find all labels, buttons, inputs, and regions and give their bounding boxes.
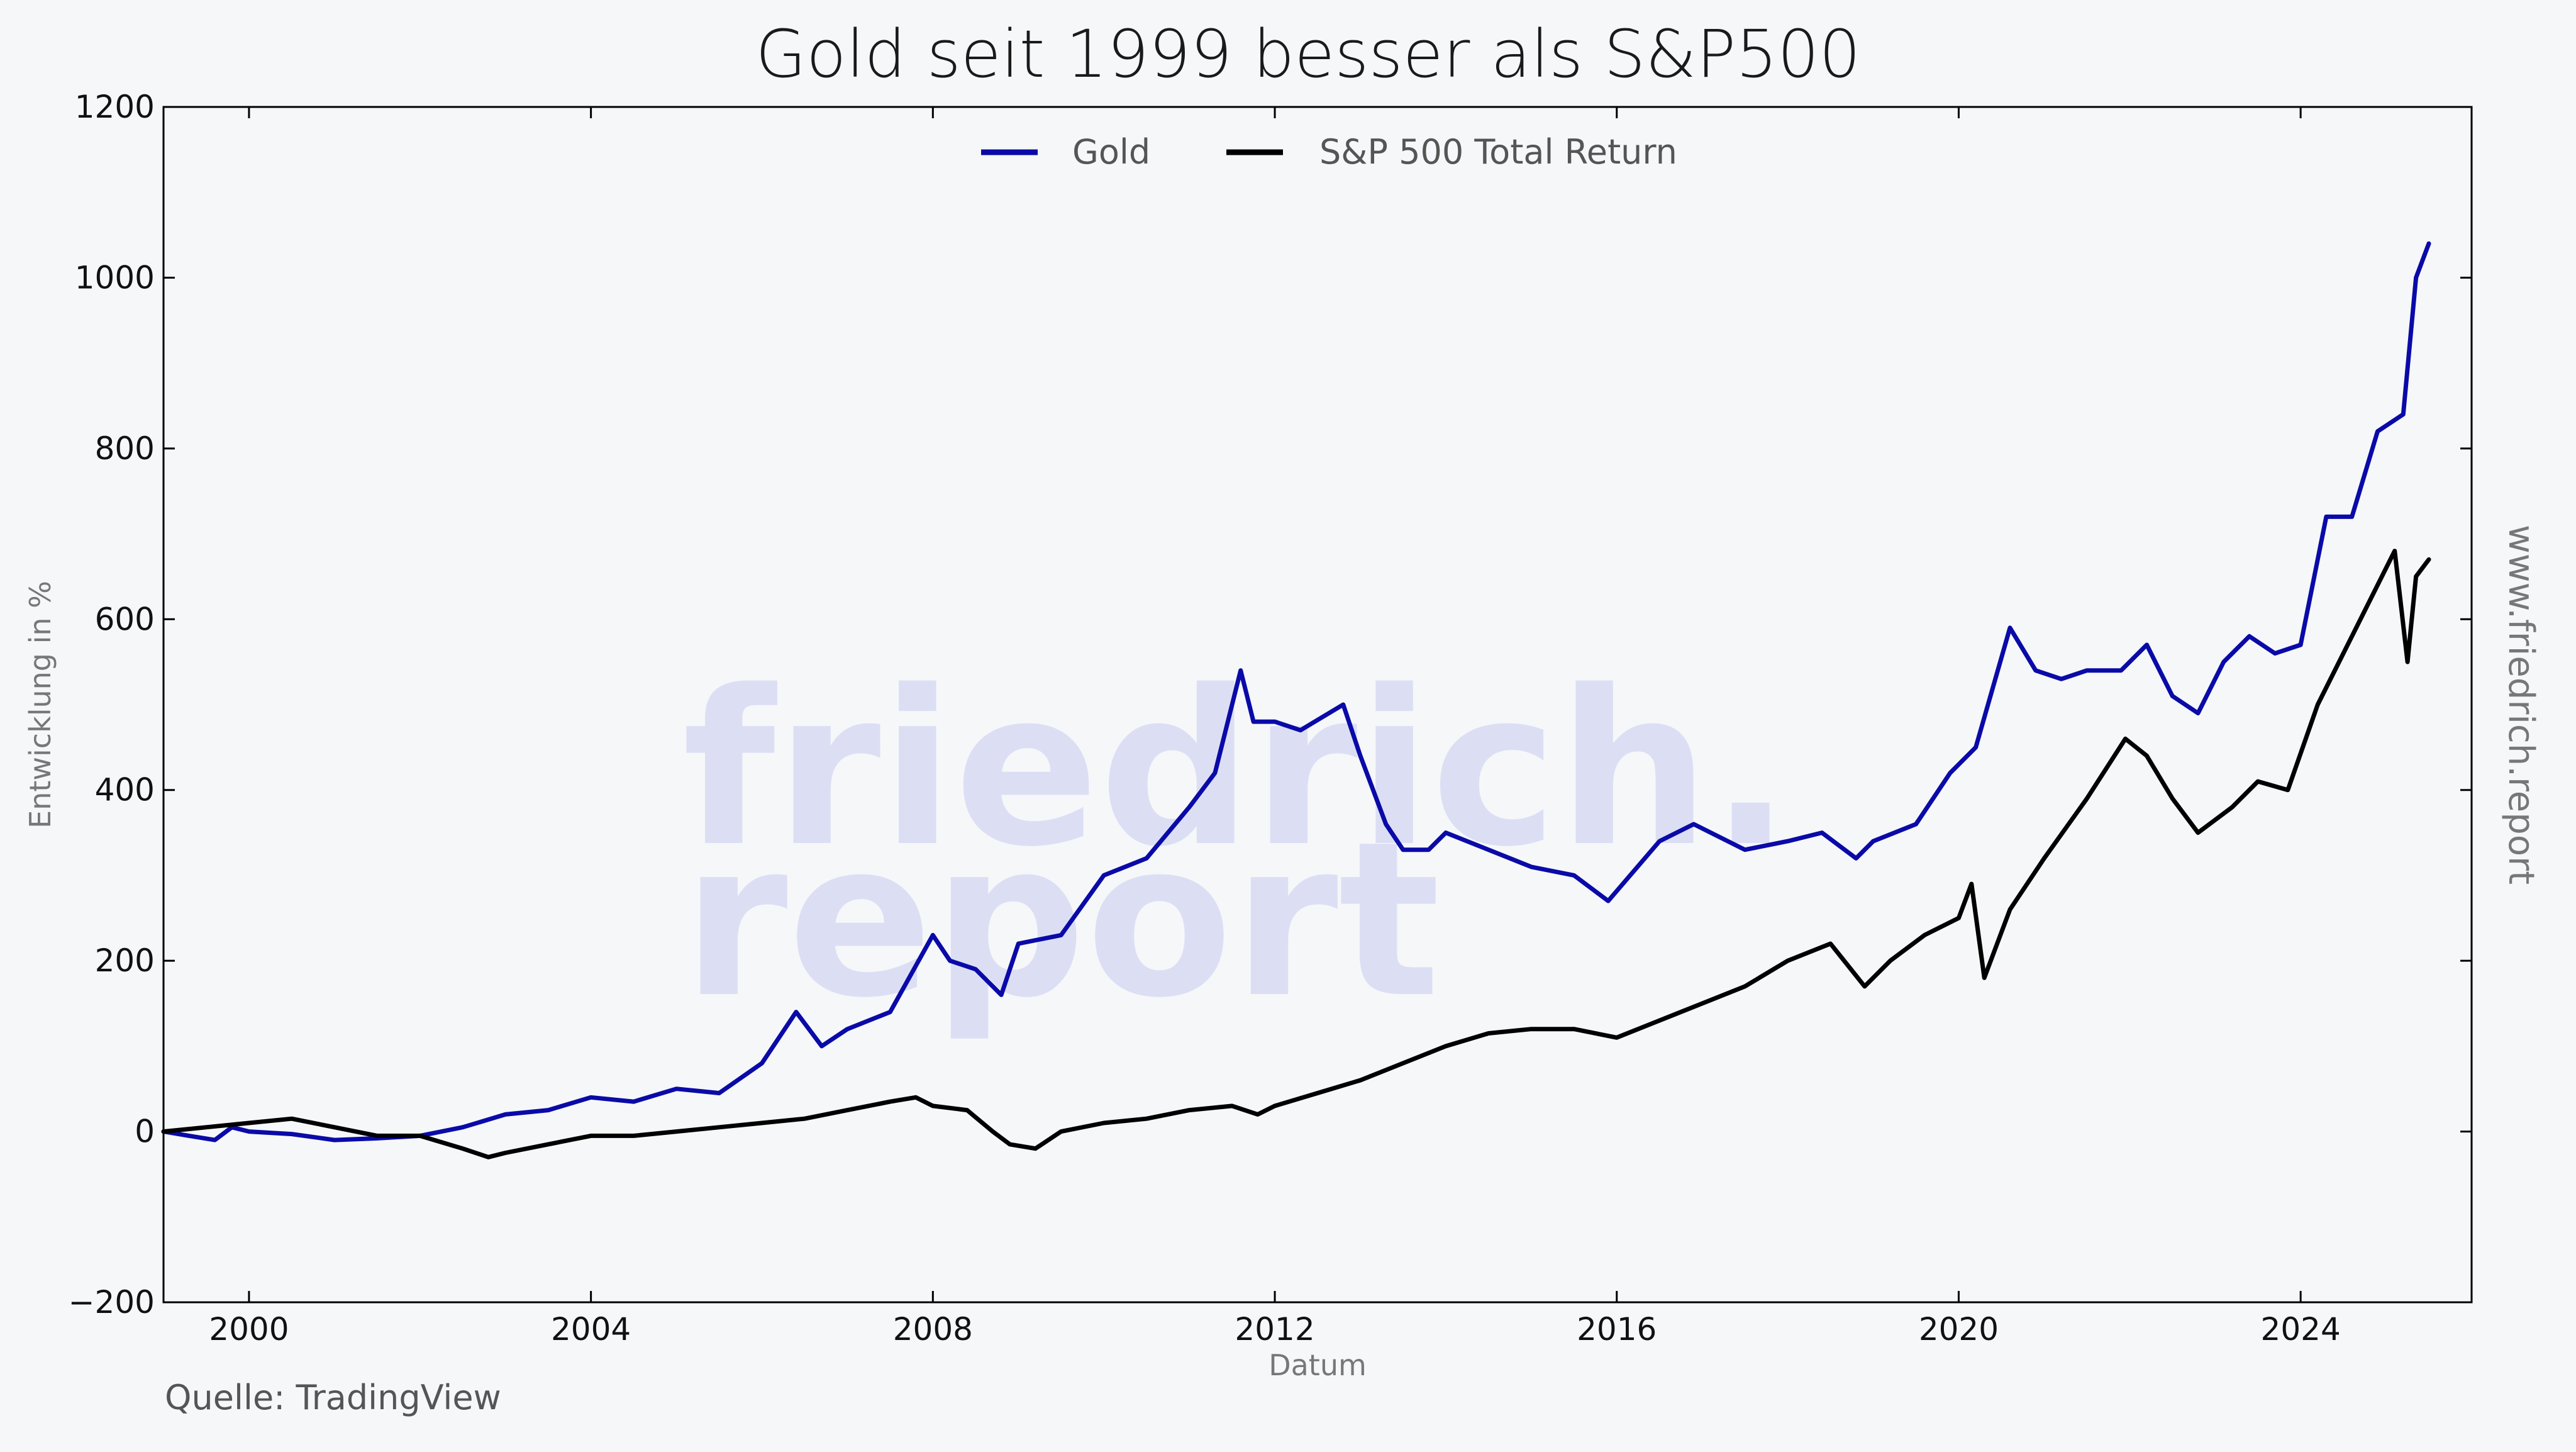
- y-tick-label: 400: [95, 772, 155, 808]
- x-tick-label: 2012: [1235, 1311, 1314, 1348]
- y-tick-label: 1200: [75, 89, 155, 125]
- y-tick-label: −200: [69, 1284, 155, 1321]
- legend-label-sp500: S&P 500 Total Return: [1319, 132, 1677, 172]
- website-label: www.friedrich.report: [2501, 525, 2541, 885]
- legend-label-gold: Gold: [1072, 132, 1150, 172]
- series-layer: [161, 241, 2431, 1159]
- watermark-line-2: report: [682, 796, 1440, 1045]
- y-tick-label: 0: [135, 1114, 155, 1150]
- x-axis-title: Datum: [1269, 1348, 1367, 1382]
- x-tick-label: 2004: [551, 1311, 631, 1348]
- x-tick-label: 2024: [2261, 1311, 2341, 1348]
- watermark: friedrich. report: [682, 645, 1791, 1045]
- y-tick-label: 200: [95, 942, 155, 979]
- legend: Gold S&P 500 Total Return: [981, 132, 1677, 172]
- x-tick-label: 2020: [1919, 1311, 1999, 1348]
- x-tick-label: 2000: [209, 1311, 289, 1348]
- y-tick-label: 1000: [75, 259, 155, 296]
- y-tick-label: 600: [95, 601, 155, 637]
- y-axis-title: Entwicklung in %: [23, 581, 57, 829]
- chart-title: Gold seit 1999 besser als S&P500: [755, 16, 1860, 92]
- series-line-sp500: [161, 549, 2431, 1159]
- x-tick-label: 2016: [1577, 1311, 1657, 1348]
- y-axis: −200 0 200 400 600 800 1000 1200: [69, 89, 2472, 1321]
- y-tick-label: 800: [95, 430, 155, 467]
- x-axis: 2000 2004 2008 2012 2016 2020 2024: [209, 107, 2341, 1348]
- x-tick-label: 2008: [893, 1311, 973, 1348]
- source-note: Quelle: TradingView: [165, 1378, 501, 1417]
- series-line-gold: [161, 241, 2431, 1142]
- plot-frame: [162, 106, 2473, 1304]
